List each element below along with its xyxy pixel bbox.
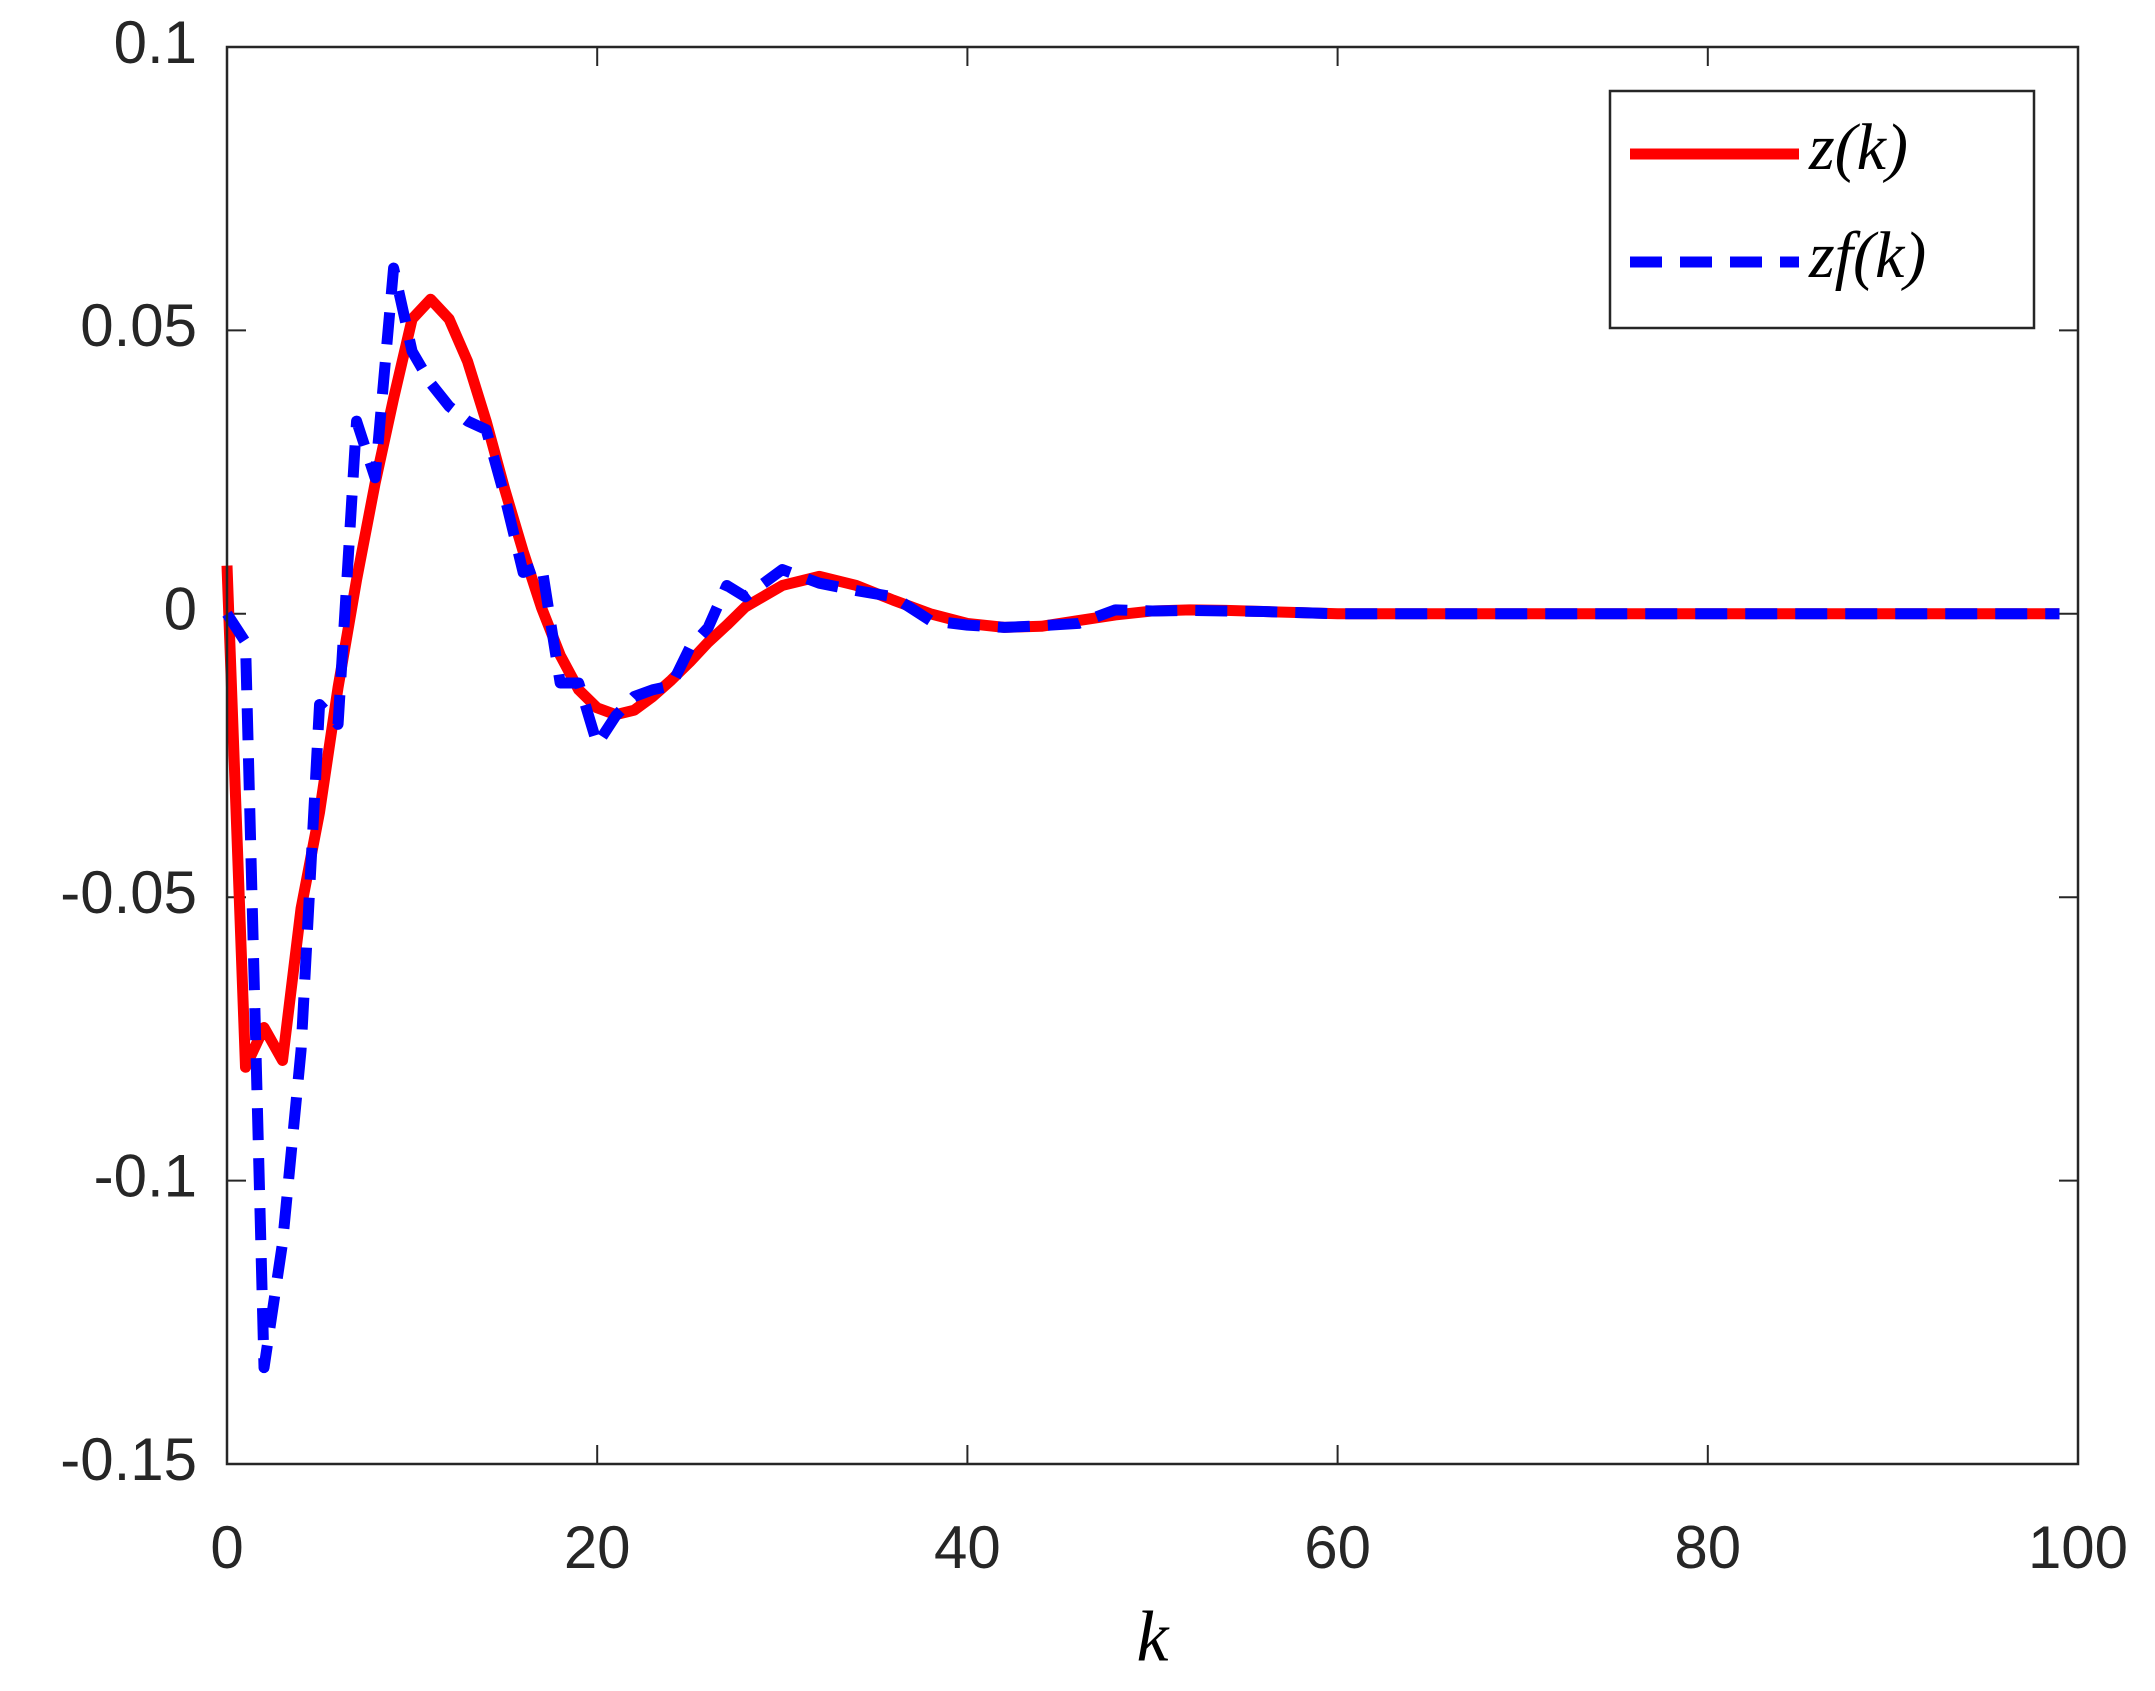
x-tick-label: 80 [1674,1514,1741,1581]
legend-label: zf(k) [1808,219,1926,292]
x-tick-label: 20 [564,1514,631,1581]
legend-label: z(k) [1808,111,1908,184]
x-tick-label: 60 [1304,1514,1371,1581]
y-tick-label: -0.05 [60,859,197,926]
x-tick-label: 0 [210,1514,243,1581]
y-tick-label: -0.1 [94,1142,197,1209]
y-tick-label: 0 [164,576,197,643]
x-axis-label: k [1137,1597,1171,1677]
data-line [222,262,2060,1374]
x-tick-label: 40 [934,1514,1001,1581]
y-tick-label: 0.1 [114,9,197,76]
data-line [221,293,2060,1073]
legend-box [1608,89,2036,330]
plot-frame [225,45,2080,1466]
y-tick-label: 0.05 [80,292,197,359]
y-tick-label: -0.15 [60,1426,197,1493]
x-tick-label: 100 [2028,1514,2128,1581]
